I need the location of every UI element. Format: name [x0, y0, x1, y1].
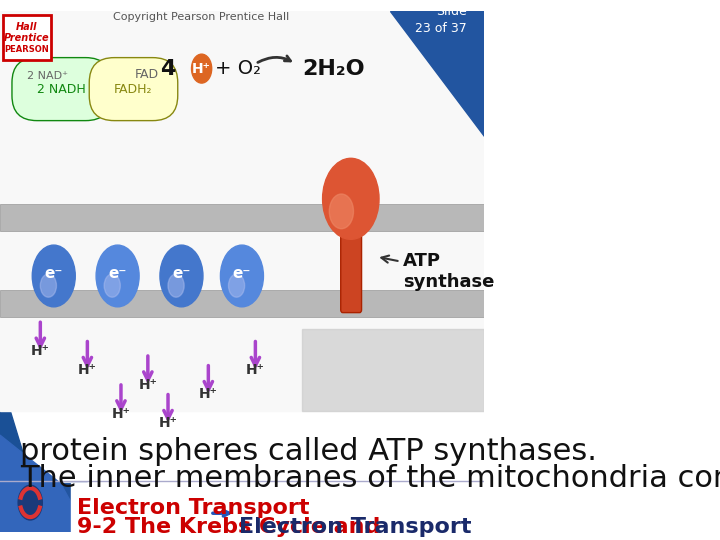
Text: ATP
synthase: ATP synthase [382, 252, 495, 291]
Text: Electron Transport: Electron Transport [77, 498, 310, 518]
Text: e⁻: e⁻ [233, 266, 251, 281]
Circle shape [220, 245, 264, 307]
Text: e⁻: e⁻ [109, 266, 127, 281]
Text: Slide
23 of 37: Slide 23 of 37 [415, 5, 467, 35]
Text: H⁺: H⁺ [112, 407, 130, 421]
Text: 2 NADH: 2 NADH [37, 83, 86, 96]
FancyBboxPatch shape [341, 220, 361, 313]
Circle shape [168, 274, 184, 297]
Text: 9-2 The Krebs Cycle and: 9-2 The Krebs Cycle and [77, 517, 381, 537]
Text: PEARSON: PEARSON [4, 45, 49, 54]
Polygon shape [390, 11, 484, 136]
Text: 4: 4 [161, 59, 176, 79]
Text: H⁺: H⁺ [246, 363, 265, 377]
Circle shape [96, 245, 139, 307]
Circle shape [323, 158, 379, 239]
Circle shape [18, 485, 42, 520]
Text: Prentice: Prentice [4, 33, 50, 43]
Text: H⁺: H⁺ [199, 387, 217, 401]
Circle shape [32, 245, 76, 307]
Text: + O₂: + O₂ [215, 59, 261, 78]
FancyBboxPatch shape [0, 204, 484, 231]
Text: H⁺: H⁺ [138, 377, 157, 392]
Text: H⁺: H⁺ [158, 416, 177, 430]
Text: Copyright Pearson Prentice Hall: Copyright Pearson Prentice Hall [114, 12, 289, 22]
Text: e⁻: e⁻ [172, 266, 191, 281]
Text: e⁻: e⁻ [45, 266, 63, 281]
Polygon shape [302, 329, 484, 411]
Text: Hall: Hall [16, 22, 37, 32]
Circle shape [40, 274, 56, 297]
Text: 2H₂O: 2H₂O [302, 59, 365, 79]
Circle shape [104, 274, 120, 297]
Text: FAD: FAD [135, 68, 158, 81]
Polygon shape [0, 377, 47, 531]
Text: H⁺: H⁺ [78, 363, 96, 377]
Circle shape [192, 54, 212, 83]
Circle shape [160, 245, 203, 307]
Circle shape [228, 274, 245, 297]
Text: 2 NAD⁺: 2 NAD⁺ [27, 71, 68, 81]
Text: H⁺: H⁺ [31, 344, 50, 358]
Polygon shape [0, 435, 87, 531]
Text: H⁺: H⁺ [192, 62, 211, 76]
Polygon shape [0, 11, 484, 411]
Text: The inner membranes of the mitochondria contain: The inner membranes of the mitochondria … [20, 464, 720, 493]
FancyBboxPatch shape [0, 291, 484, 318]
Text: Electron Transport: Electron Transport [239, 517, 472, 537]
Text: FADH₂: FADH₂ [114, 83, 153, 96]
Text: protein spheres called ATP synthases.: protein spheres called ATP synthases. [20, 437, 597, 466]
Polygon shape [71, 483, 484, 531]
Circle shape [329, 194, 354, 229]
Polygon shape [0, 483, 87, 531]
FancyBboxPatch shape [3, 15, 51, 60]
